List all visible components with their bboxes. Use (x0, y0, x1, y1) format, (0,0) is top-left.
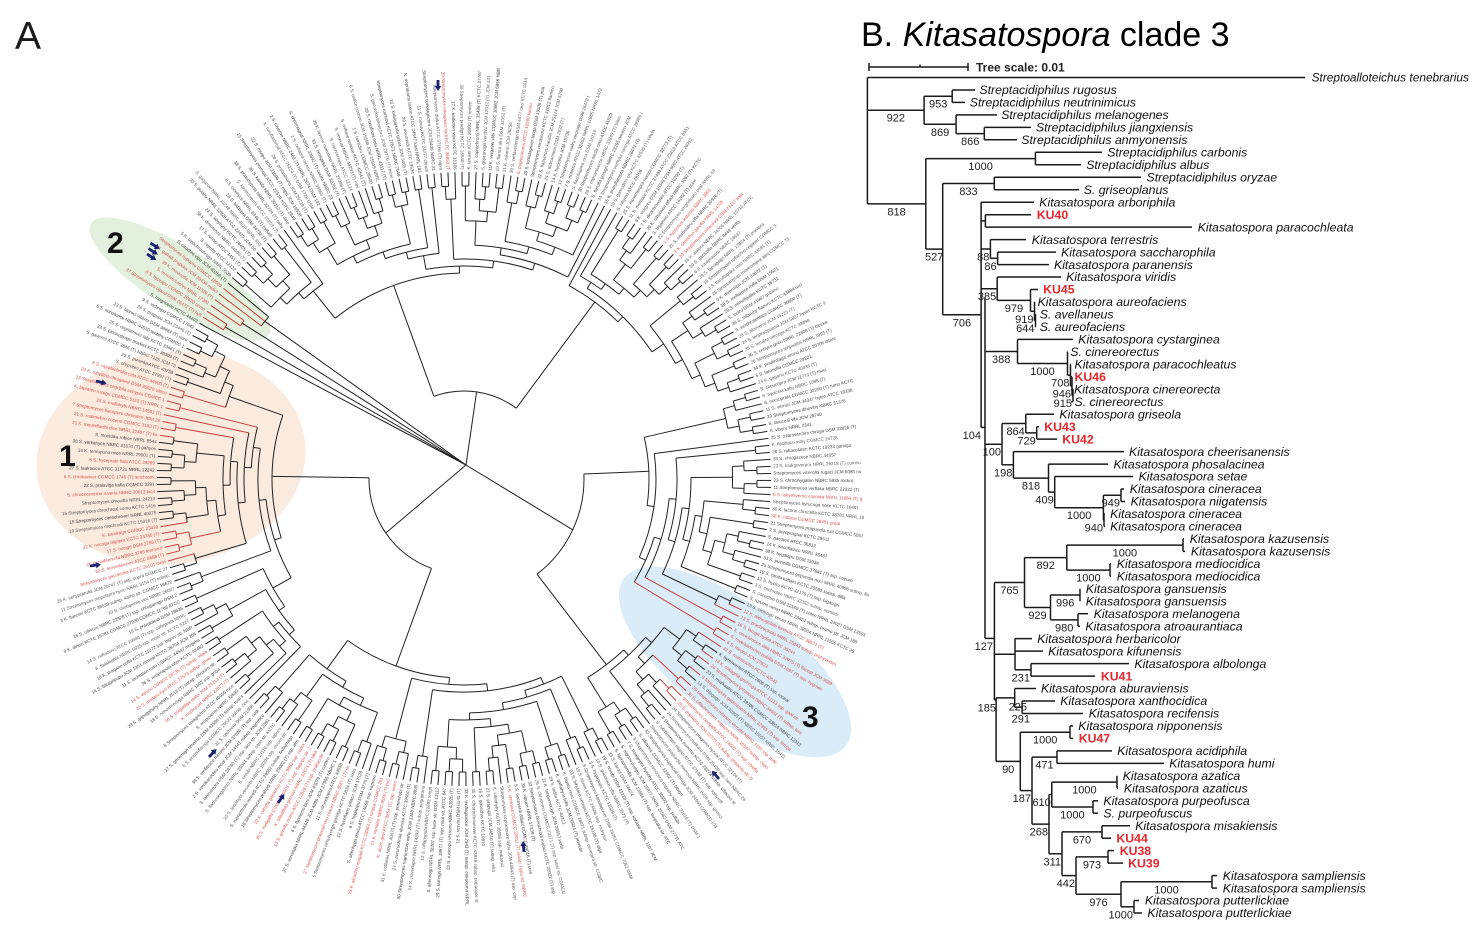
svg-text:KU42: KU42 (1062, 432, 1094, 446)
svg-text:670: 670 (1073, 834, 1091, 846)
svg-text:86: 86 (984, 261, 996, 273)
svg-text:291: 291 (1012, 714, 1030, 726)
svg-text:1: 1 (59, 440, 76, 473)
svg-text:818: 818 (887, 206, 905, 218)
svg-text:Streptoalloteichus tenebrarius: Streptoalloteichus tenebrarius (1312, 71, 1469, 85)
svg-text:A: A (15, 15, 41, 58)
svg-text:385: 385 (978, 291, 996, 303)
svg-text:973: 973 (1083, 859, 1101, 871)
svg-text:765: 765 (1000, 585, 1018, 597)
svg-text:729: 729 (1017, 435, 1035, 447)
svg-text:B. Kitasatospora clade 3: B. Kitasatospora clade 3 (861, 16, 1230, 54)
svg-text:996: 996 (1056, 598, 1074, 610)
svg-text:23 S. chrocihygaten NBRC 5935: 23 S. chrocihygaten NBRC 5935 rochro (773, 478, 853, 483)
svg-text:409: 409 (1035, 495, 1053, 507)
svg-text:940: 940 (1085, 523, 1103, 535)
svg-text:39 Streptomyces pradigri KCTC: 39 Streptomyces pradigri KCTC 18540 (T) (459, 84, 465, 170)
svg-text:187: 187 (1013, 793, 1031, 805)
svg-text:976: 976 (1089, 897, 1107, 909)
svg-text:833: 833 (959, 186, 977, 198)
svg-text:922: 922 (887, 113, 905, 125)
svg-text:90: 90 (1002, 764, 1014, 776)
svg-text:610: 610 (1032, 797, 1050, 809)
svg-text:1000: 1000 (968, 161, 992, 173)
svg-text:527: 527 (925, 252, 943, 264)
svg-text:1000: 1000 (1067, 510, 1091, 522)
svg-text:1000: 1000 (1060, 810, 1084, 822)
svg-text:892: 892 (1037, 560, 1055, 572)
svg-text:644: 644 (1016, 323, 1034, 335)
svg-text:225: 225 (1009, 702, 1027, 714)
svg-text:1000: 1000 (1030, 366, 1054, 378)
svg-text:198: 198 (994, 467, 1012, 479)
svg-text:442: 442 (1057, 878, 1075, 890)
svg-text:2: 2 (107, 227, 124, 260)
svg-text:268: 268 (1030, 827, 1048, 839)
svg-text:KU39: KU39 (1128, 856, 1160, 870)
svg-text:1000: 1000 (1072, 785, 1096, 797)
svg-text:KU40: KU40 (1037, 208, 1069, 222)
svg-text:127: 127 (975, 641, 993, 653)
svg-text:1000: 1000 (1033, 735, 1057, 747)
svg-text:953: 953 (929, 99, 947, 111)
svg-text:Kitasatospora viridis: Kitasatospora viridis (1066, 270, 1176, 284)
svg-text:311: 311 (1043, 856, 1061, 868)
svg-text:231: 231 (1012, 672, 1030, 684)
svg-text:471: 471 (1035, 760, 1053, 772)
svg-text:388: 388 (992, 354, 1010, 366)
svg-text:Kitasatospora albolonga: Kitasatospora albolonga (1134, 657, 1266, 671)
svg-text:104: 104 (963, 430, 981, 442)
svg-text:Kitasatospora misakiensis: Kitasatospora misakiensis (1135, 819, 1277, 833)
svg-text:100: 100 (983, 447, 1001, 459)
svg-text:12 K. verviru DSM 6140 (T): 12 K. verviru DSM 6140 (T) (455, 788, 461, 844)
svg-text:706: 706 (953, 317, 971, 329)
svg-text:929: 929 (1028, 610, 1046, 622)
svg-text:Kitasatospora paracochleata: Kitasatospora paracochleata (1198, 220, 1354, 234)
svg-text:Tree scale: 0.01: Tree scale: 0.01 (976, 61, 1065, 75)
svg-text:818: 818 (1022, 481, 1040, 493)
svg-text:3: 3 (802, 701, 819, 734)
svg-text:33 K. tenflaganoce JCM 2943 (T: 33 K. tenflaganoce JCM 2943 (T) subsp. c… (464, 788, 470, 906)
svg-text:866: 866 (961, 136, 979, 148)
svg-text:Kitasatospora griseola: Kitasatospora griseola (1059, 407, 1181, 421)
svg-text:869: 869 (931, 127, 949, 139)
svg-text:Kitasatospora putterlickiae: Kitasatospora putterlickiae (1147, 906, 1291, 920)
svg-text:KU47: KU47 (1079, 732, 1111, 746)
svg-text:185: 185 (978, 703, 996, 715)
svg-text:1000: 1000 (1109, 909, 1133, 921)
svg-text:6 S. chrokaviver CGMCC 1746 (T: 6 S. chrokaviver CGMCC 1746 (T) tenchrom… (64, 474, 155, 479)
